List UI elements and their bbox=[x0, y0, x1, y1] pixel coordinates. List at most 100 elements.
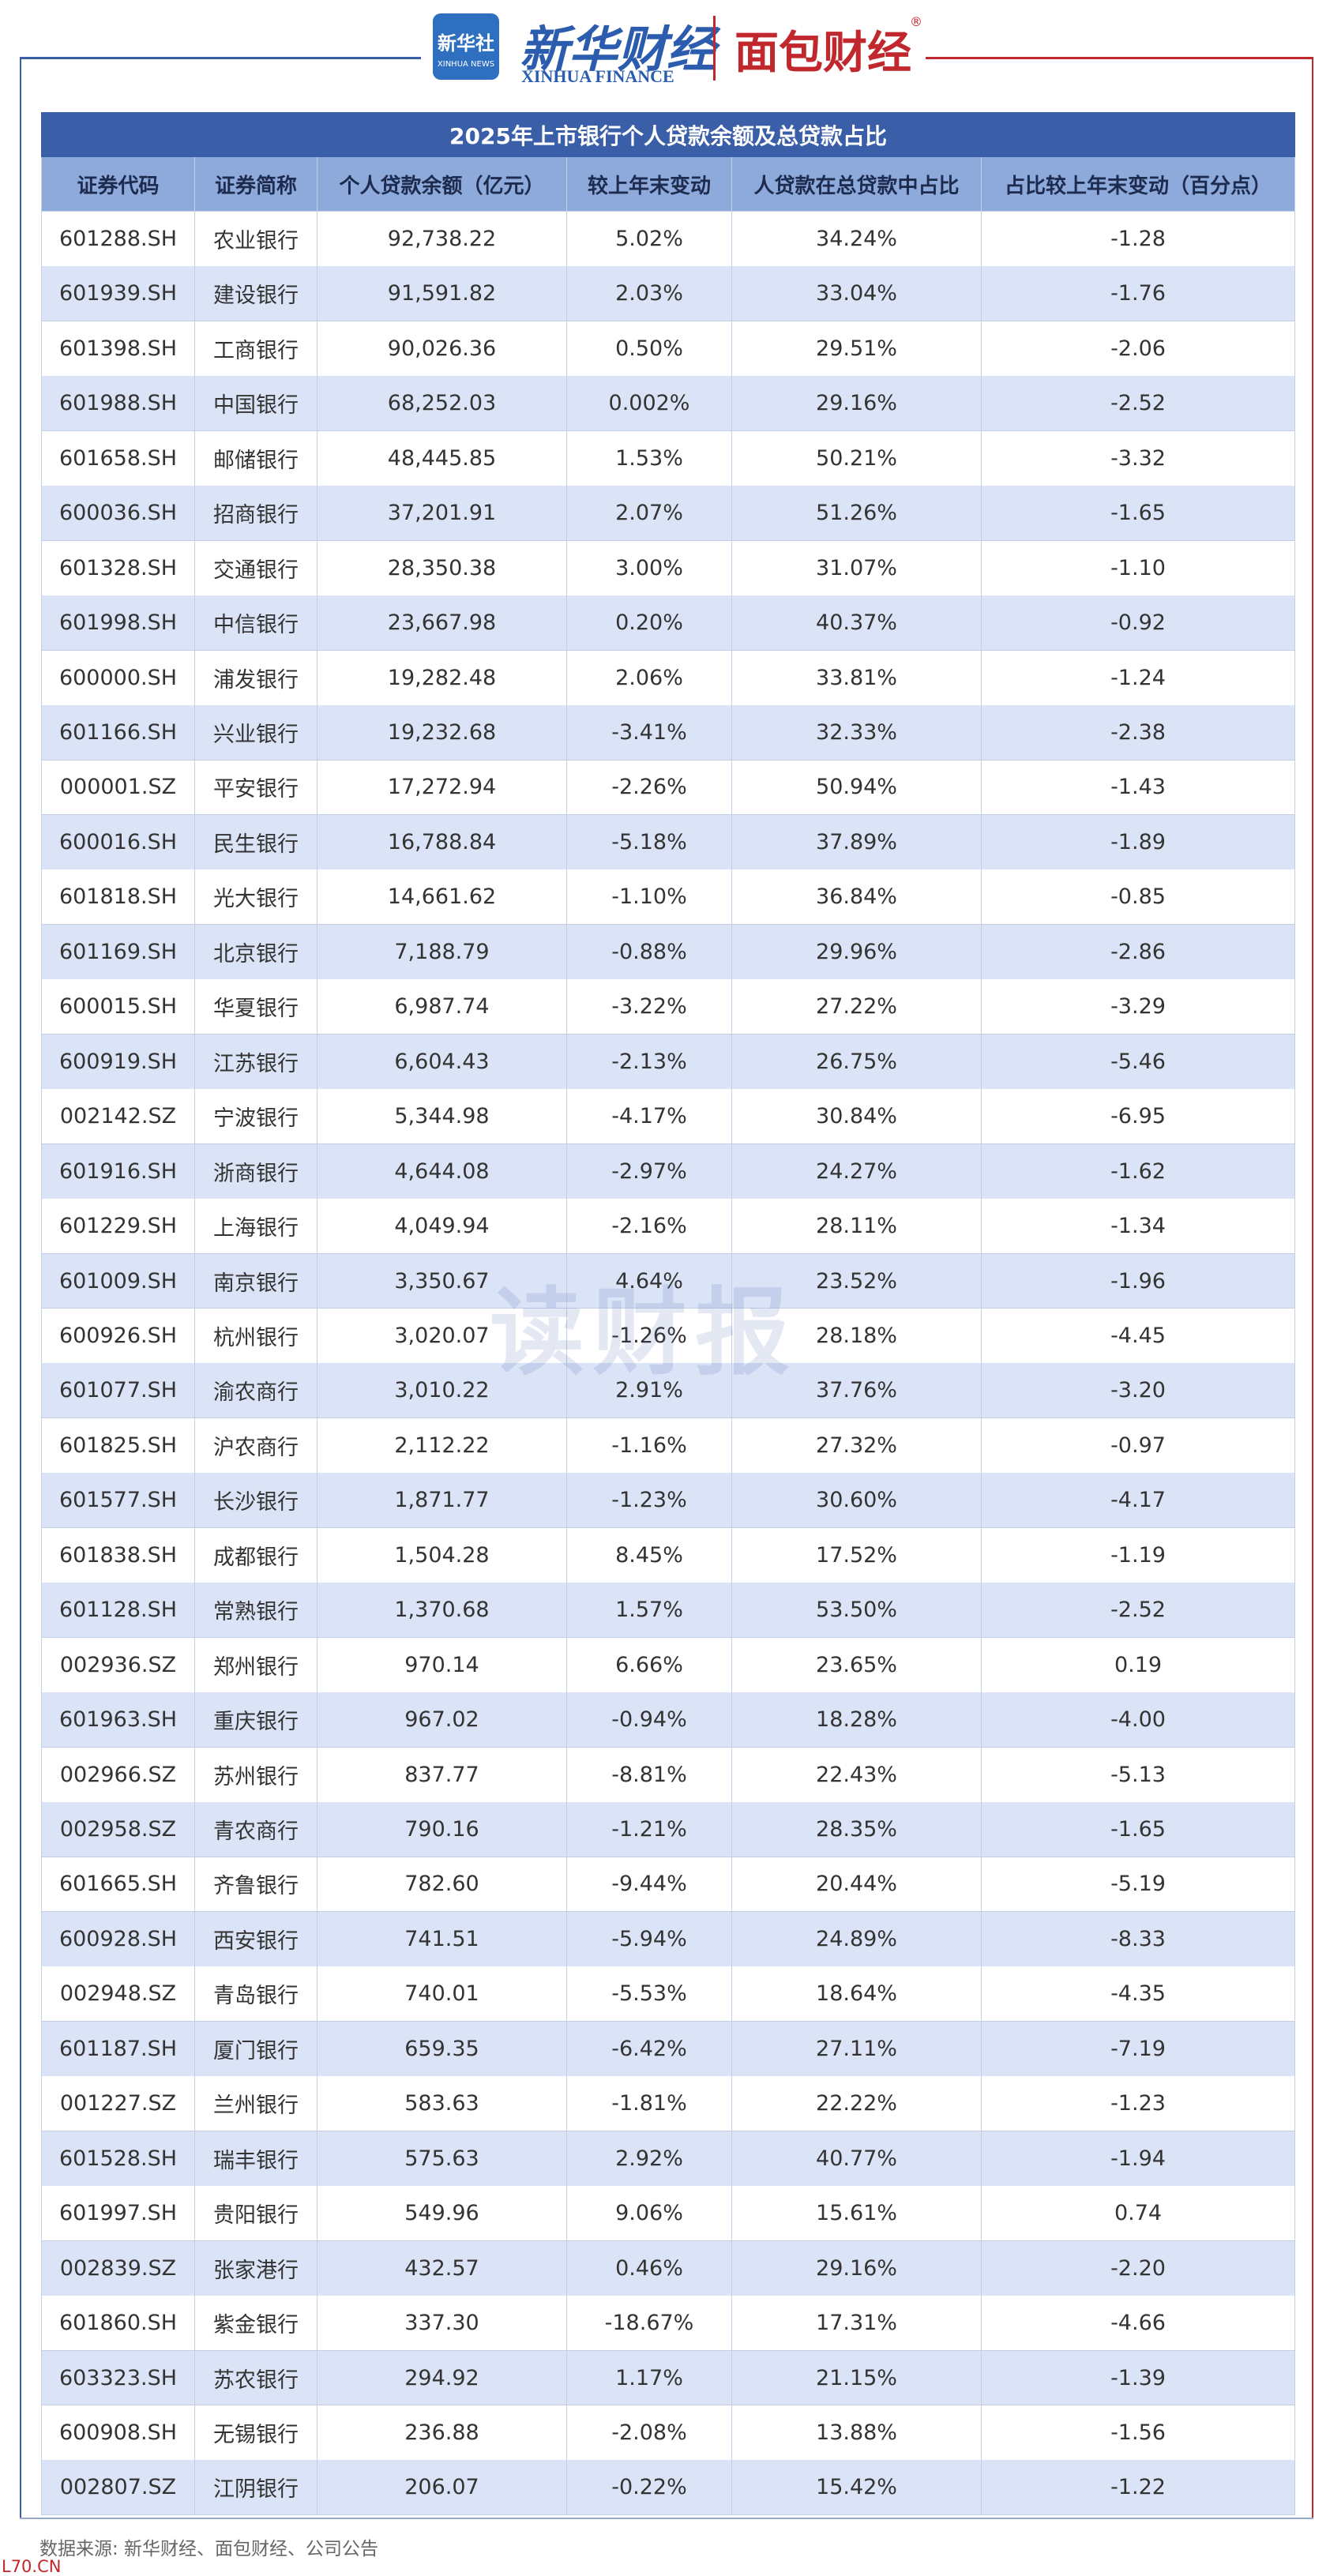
table-cell: 50.21% bbox=[732, 430, 982, 486]
table-cell: 601328.SH bbox=[41, 540, 195, 596]
table-cell: 600928.SH bbox=[41, 1911, 195, 1967]
table-cell: 432.57 bbox=[317, 2240, 567, 2296]
table-cell: -2.16% bbox=[567, 1199, 732, 1255]
table-cell: 15.61% bbox=[732, 2186, 982, 2242]
table-cell: 5.02% bbox=[567, 212, 732, 267]
table-cell: 长沙银行 bbox=[195, 1473, 317, 1529]
table-cell: 002839.SZ bbox=[41, 2240, 195, 2296]
table-cell: 002142.SZ bbox=[41, 1089, 195, 1145]
table-cell: 14,661.62 bbox=[317, 869, 567, 926]
table-cell: 齐鲁银行 bbox=[195, 1857, 317, 1913]
table-cell: 601825.SH bbox=[41, 1418, 195, 1474]
brand: 新华财经 bbox=[520, 21, 716, 78]
source-note: 数据来源: 新华财经、面包财经、公司公告 bbox=[39, 2539, 379, 2559]
table-cell: 29.51% bbox=[732, 321, 982, 377]
site-mark: L70.CN bbox=[2, 2557, 62, 2576]
table-cell: 渝农商行 bbox=[195, 1363, 317, 1419]
table-cell: 4.64% bbox=[567, 1253, 732, 1309]
table-cell: 北京银行 bbox=[195, 924, 317, 980]
header-cell: 个人贷款余额（亿元） bbox=[317, 157, 567, 212]
table-cell: 33.81% bbox=[732, 650, 982, 706]
table-cell: 601939.SH bbox=[41, 266, 195, 322]
table-cell: 600926.SH bbox=[41, 1309, 195, 1364]
table-cell: 337.30 bbox=[317, 2296, 567, 2352]
table-cell: 601187.SH bbox=[41, 2021, 195, 2077]
frame-bottom bbox=[20, 2518, 1313, 2519]
table-cell: 光大银行 bbox=[195, 869, 317, 926]
table-cell: 平安银行 bbox=[195, 760, 317, 816]
table-cell: -1.10% bbox=[567, 869, 732, 926]
table-cell: 92,738.22 bbox=[317, 212, 567, 267]
table-cell: 农业银行 bbox=[195, 212, 317, 267]
table-cell: -5.18% bbox=[567, 814, 732, 870]
table-cell: 549.96 bbox=[317, 2186, 567, 2242]
table-cell: 7,188.79 bbox=[317, 924, 567, 980]
header-cell: 较上年末变动 bbox=[567, 157, 732, 212]
table-cell: 601077.SH bbox=[41, 1363, 195, 1419]
table-cell: 浦发银行 bbox=[195, 650, 317, 706]
table-cell: 601577.SH bbox=[41, 1473, 195, 1529]
table-cell: 华夏银行 bbox=[195, 979, 317, 1035]
table-cell: 郑州银行 bbox=[195, 1637, 317, 1693]
table-cell: 江阴银行 bbox=[195, 2460, 317, 2516]
table-cell: 17,272.94 bbox=[317, 760, 567, 816]
table-cell: 36.84% bbox=[732, 869, 982, 926]
table-cell: 9.06% bbox=[567, 2186, 732, 2242]
table-cell: 紫金银行 bbox=[195, 2296, 317, 2352]
top-line-red bbox=[926, 57, 1313, 59]
table-cell: -6.42% bbox=[567, 2021, 732, 2077]
table-cell: -1.10 bbox=[982, 540, 1295, 596]
table-cell: 瑞丰银行 bbox=[195, 2131, 317, 2187]
table-cell: 15.42% bbox=[732, 2460, 982, 2516]
table-cell: 南京银行 bbox=[195, 1253, 317, 1309]
table-cell: -4.35 bbox=[982, 1966, 1295, 2022]
table-cell: 上海银行 bbox=[195, 1199, 317, 1255]
table-cell: 28,350.38 bbox=[317, 540, 567, 596]
table-cell: -5.94% bbox=[567, 1911, 732, 1967]
table-cell: 601916.SH bbox=[41, 1143, 195, 1200]
header-cell: 证券简称 bbox=[195, 157, 317, 212]
table-cell: 601169.SH bbox=[41, 924, 195, 980]
table-cell: -18.67% bbox=[567, 2296, 732, 2352]
header-cell: 证券代码 bbox=[41, 157, 195, 212]
table-cell: -3.41% bbox=[567, 705, 732, 760]
table-cell: 600919.SH bbox=[41, 1034, 195, 1090]
table-cell: 30.60% bbox=[732, 1473, 982, 1529]
table-title: 2025年上市银行个人贷款余额及总贷款占比 bbox=[41, 112, 1295, 157]
table-cell: 33.04% bbox=[732, 266, 982, 322]
table-cell: -1.23 bbox=[982, 2076, 1295, 2132]
table-cell: 18.28% bbox=[732, 1692, 982, 1748]
table-cell: -1.62 bbox=[982, 1143, 1295, 1200]
table-cell: 1,370.68 bbox=[317, 1583, 567, 1639]
table-cell: 19,282.48 bbox=[317, 650, 567, 706]
table-cell: 宁波银行 bbox=[195, 1089, 317, 1145]
table-cell: -1.22 bbox=[982, 2460, 1295, 2516]
table-cell: -1.81% bbox=[567, 2076, 732, 2132]
table-cell: 苏农银行 bbox=[195, 2350, 317, 2406]
table-cell: -1.96 bbox=[982, 1253, 1295, 1309]
table-cell: 27.22% bbox=[732, 979, 982, 1035]
table-cell: 002948.SZ bbox=[41, 1966, 195, 2022]
table-cell: -2.06 bbox=[982, 321, 1295, 377]
table-cell: 27.11% bbox=[732, 2021, 982, 2077]
table-cell: 1,871.77 bbox=[317, 1473, 567, 1529]
table-cell: 张家港行 bbox=[195, 2240, 317, 2296]
table-cell: 3.00% bbox=[567, 540, 732, 596]
table-cell: 31.07% bbox=[732, 540, 982, 596]
table-cell: 600015.SH bbox=[41, 979, 195, 1035]
table-cell: 工商银行 bbox=[195, 321, 317, 377]
table-cell: -1.21% bbox=[567, 1802, 732, 1857]
table-cell: 236.88 bbox=[317, 2405, 567, 2461]
table-cell: 600016.SH bbox=[41, 814, 195, 870]
table-cell: 601838.SH bbox=[41, 1527, 195, 1583]
xinhua-logo-text: 新华社 bbox=[438, 32, 494, 54]
table-cell: 601998.SH bbox=[41, 595, 195, 652]
table-cell: 601229.SH bbox=[41, 1199, 195, 1255]
table-cell: 601963.SH bbox=[41, 1692, 195, 1748]
header-cell: 人贷款在总贷款中占比 bbox=[732, 157, 982, 212]
table-cell: 970.14 bbox=[317, 1637, 567, 1693]
table-cell: -1.24 bbox=[982, 650, 1295, 706]
partner: 面包财经 bbox=[735, 28, 911, 79]
table-cell: 23.52% bbox=[732, 1253, 982, 1309]
table-cell: 002958.SZ bbox=[41, 1802, 195, 1857]
